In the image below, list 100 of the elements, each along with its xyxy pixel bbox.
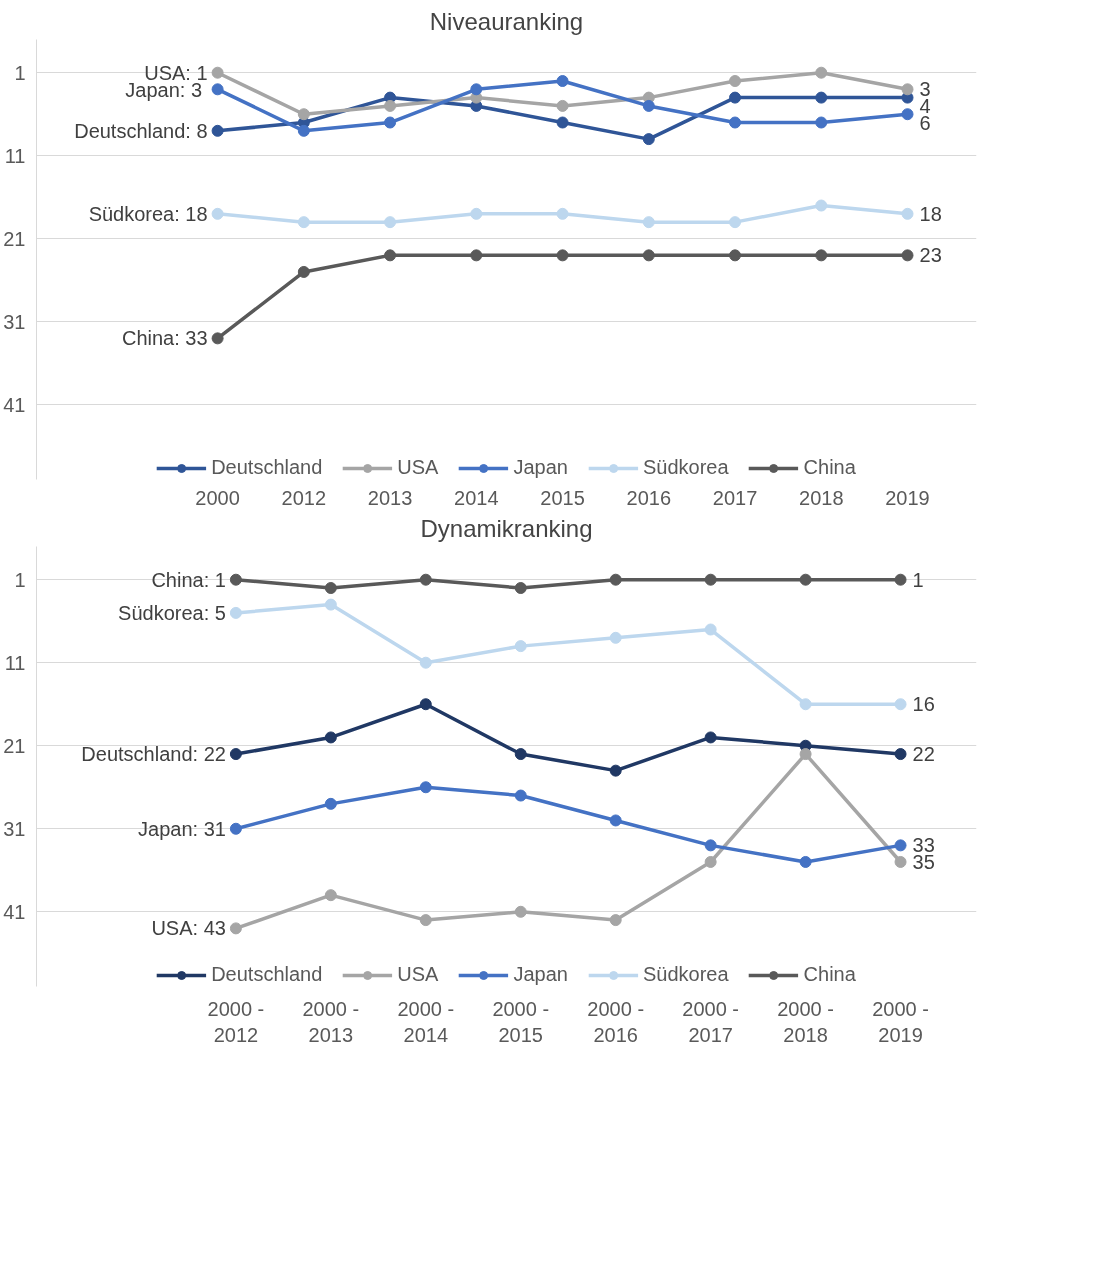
point bbox=[642, 216, 655, 229]
point bbox=[229, 606, 242, 619]
data-label: 1 bbox=[912, 568, 924, 591]
point bbox=[229, 573, 242, 586]
point bbox=[556, 116, 569, 129]
point bbox=[556, 75, 569, 87]
point bbox=[901, 108, 914, 121]
chart-title: Niveauranking bbox=[429, 7, 584, 35]
point bbox=[556, 249, 569, 262]
point bbox=[419, 914, 432, 927]
point bbox=[384, 216, 397, 229]
point bbox=[324, 582, 337, 594]
point bbox=[609, 814, 622, 827]
point bbox=[470, 83, 483, 96]
point bbox=[211, 207, 224, 220]
x-tick-label: 2012 bbox=[281, 486, 327, 509]
x-tick-label: 2015 bbox=[540, 486, 585, 509]
point bbox=[297, 216, 310, 229]
point bbox=[419, 573, 432, 586]
point bbox=[642, 133, 655, 146]
point bbox=[514, 582, 527, 594]
data-label: 23 bbox=[919, 244, 942, 267]
x-tick-label: 2000 - 2018 bbox=[777, 997, 834, 1046]
y-tick-label: 41 bbox=[3, 900, 26, 923]
point bbox=[901, 83, 914, 96]
point bbox=[324, 731, 337, 744]
data-label: 16 bbox=[912, 693, 935, 716]
data-label: Deutschland: 8 bbox=[74, 119, 208, 142]
point bbox=[556, 207, 569, 220]
point bbox=[729, 116, 742, 129]
x-tick-label: 2000 - 2015 bbox=[492, 997, 550, 1046]
data-label: 18 bbox=[919, 202, 942, 225]
point bbox=[211, 83, 224, 96]
x-tick-label: 2019 bbox=[885, 486, 930, 509]
point bbox=[229, 748, 242, 761]
point bbox=[609, 631, 622, 644]
x-tick-label: 2013 bbox=[367, 486, 413, 509]
point bbox=[704, 855, 717, 868]
legend-label: Südkorea bbox=[642, 456, 729, 479]
x-tick-label: 2000 - 2017 bbox=[682, 997, 740, 1046]
point bbox=[514, 789, 527, 802]
point bbox=[297, 108, 310, 121]
data-label: 6 bbox=[919, 112, 931, 135]
data-label: Deutschland: 22 bbox=[81, 743, 226, 766]
chart-title: Dynamikranking bbox=[420, 514, 593, 542]
data-label: China: 1 bbox=[151, 568, 226, 591]
point bbox=[384, 99, 397, 112]
point bbox=[419, 698, 432, 711]
point bbox=[514, 905, 527, 918]
point bbox=[229, 922, 242, 935]
point bbox=[704, 731, 717, 744]
legend-label: USA bbox=[397, 456, 439, 479]
y-tick-label: 11 bbox=[4, 651, 26, 674]
legend-label: Japan bbox=[513, 456, 568, 479]
x-tick-label: 2014 bbox=[454, 486, 499, 509]
point bbox=[815, 249, 828, 262]
x-tick-label: 2000 - 2012 bbox=[207, 997, 265, 1046]
data-label: Südkorea: 5 bbox=[118, 601, 226, 624]
point bbox=[609, 914, 622, 927]
data-label: China: 33 bbox=[121, 327, 208, 350]
y-tick-label: 31 bbox=[3, 817, 26, 840]
point bbox=[815, 199, 828, 212]
x-tick-label: 2000 - 2014 bbox=[397, 997, 455, 1046]
point bbox=[211, 332, 224, 345]
y-tick-label: 1 bbox=[14, 61, 26, 84]
x-tick-label: 2018 bbox=[799, 486, 844, 509]
point bbox=[384, 249, 397, 262]
x-tick-label: 2000 bbox=[195, 486, 240, 509]
point bbox=[324, 889, 337, 902]
point bbox=[901, 249, 914, 262]
point bbox=[556, 99, 569, 112]
point bbox=[419, 656, 432, 669]
point bbox=[704, 573, 717, 586]
point bbox=[729, 249, 742, 262]
point bbox=[384, 116, 397, 129]
legend-label: Japan bbox=[513, 963, 568, 986]
point bbox=[799, 855, 812, 868]
data-label: 35 bbox=[912, 851, 935, 874]
point bbox=[514, 640, 527, 653]
point bbox=[894, 839, 907, 852]
y-tick-label: 1 bbox=[14, 568, 26, 591]
legend-label: Südkorea bbox=[642, 963, 729, 986]
point bbox=[211, 66, 224, 79]
x-tick-label: 2000 - 2013 bbox=[302, 997, 360, 1046]
point bbox=[729, 216, 742, 229]
point bbox=[229, 822, 242, 835]
data-label: USA: 1 bbox=[144, 61, 208, 84]
point bbox=[642, 99, 655, 112]
y-tick-label: 31 bbox=[3, 310, 26, 333]
point bbox=[901, 207, 914, 220]
data-label: Japan: 31 bbox=[138, 817, 226, 840]
point bbox=[324, 598, 337, 611]
data-label: 22 bbox=[912, 743, 935, 766]
legend-label: Deutschland bbox=[211, 963, 323, 986]
point bbox=[470, 249, 483, 262]
point bbox=[704, 623, 717, 636]
point bbox=[324, 797, 337, 810]
point bbox=[704, 839, 717, 852]
point bbox=[642, 249, 655, 262]
point bbox=[894, 698, 907, 711]
